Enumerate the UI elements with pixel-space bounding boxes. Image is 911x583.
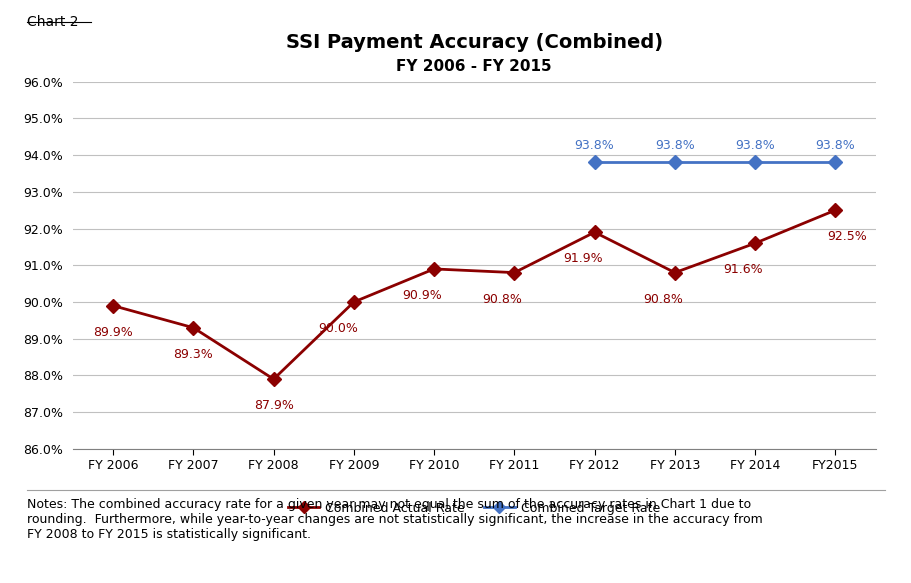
Text: 90.8%: 90.8% — [482, 293, 522, 306]
Legend: Combined Actual Rate, Combined Target Rate: Combined Actual Rate, Combined Target Ra… — [282, 497, 665, 520]
Text: Chart 2: Chart 2 — [27, 15, 78, 29]
Text: 93.8%: 93.8% — [814, 139, 855, 152]
Text: 92.5%: 92.5% — [826, 230, 866, 243]
Text: 90.8%: 90.8% — [642, 293, 682, 306]
Text: 91.9%: 91.9% — [562, 252, 602, 265]
Text: Notes: The combined accuracy rate for a given year may not equal the sum of the : Notes: The combined accuracy rate for a … — [27, 498, 763, 542]
Text: 90.9%: 90.9% — [402, 289, 442, 302]
Text: 93.8%: 93.8% — [734, 139, 774, 152]
Text: 87.9%: 87.9% — [253, 399, 293, 412]
Text: 90.0%: 90.0% — [318, 322, 357, 335]
Text: FY 2006 - FY 2015: FY 2006 - FY 2015 — [396, 59, 551, 74]
Text: 93.8%: 93.8% — [654, 139, 694, 152]
Text: 93.8%: 93.8% — [574, 139, 614, 152]
Text: 89.3%: 89.3% — [173, 348, 213, 361]
Text: 91.6%: 91.6% — [722, 264, 763, 276]
Text: SSI Payment Accuracy (Combined): SSI Payment Accuracy (Combined) — [285, 33, 662, 52]
Text: 89.9%: 89.9% — [93, 326, 133, 339]
